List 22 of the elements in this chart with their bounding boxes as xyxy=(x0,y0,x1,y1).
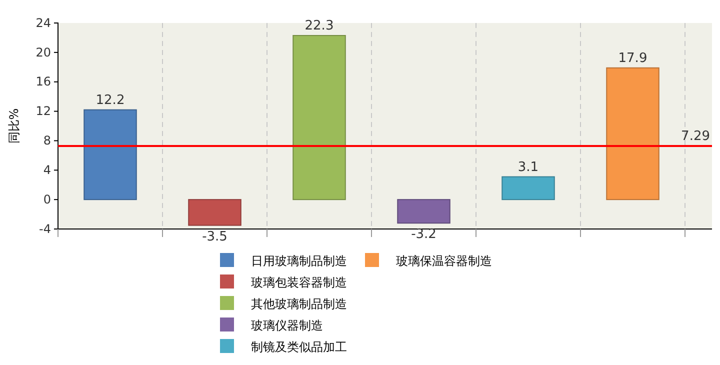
y-tick-label: -4 xyxy=(39,222,51,236)
data-label: 3.1 xyxy=(518,160,539,175)
data-label: -3.2 xyxy=(411,227,436,242)
legend-label: 制镜及类似品加工 xyxy=(251,340,347,354)
data-label: -3.5 xyxy=(202,229,228,244)
y-axis-title: 同比% xyxy=(7,108,21,144)
y-tick-label: 8 xyxy=(43,134,51,148)
legend-label: 玻璃包装容器制造 xyxy=(251,276,347,290)
data-label: 17.9 xyxy=(618,50,648,66)
y-tick-label: 20 xyxy=(36,45,51,60)
legend-label: 其他玻璃制品制造 xyxy=(251,297,347,311)
y-tick-label: 12 xyxy=(36,104,51,118)
data-label: 22.3 xyxy=(304,18,334,34)
legend-label: 玻璃保温容器制造 xyxy=(396,254,492,268)
ref-line-label: 7.29 xyxy=(681,128,710,144)
y-tick-label: 4 xyxy=(43,162,51,177)
legend-label: 日用玻璃制品制造 xyxy=(251,254,347,268)
y-tick-label: 24 xyxy=(36,16,51,30)
y-tick-label: 0 xyxy=(43,192,51,206)
legend-label: 玻璃仪器制造 xyxy=(251,318,323,332)
y-tick-label: 16 xyxy=(36,74,51,89)
data-label: 12.2 xyxy=(96,92,125,108)
